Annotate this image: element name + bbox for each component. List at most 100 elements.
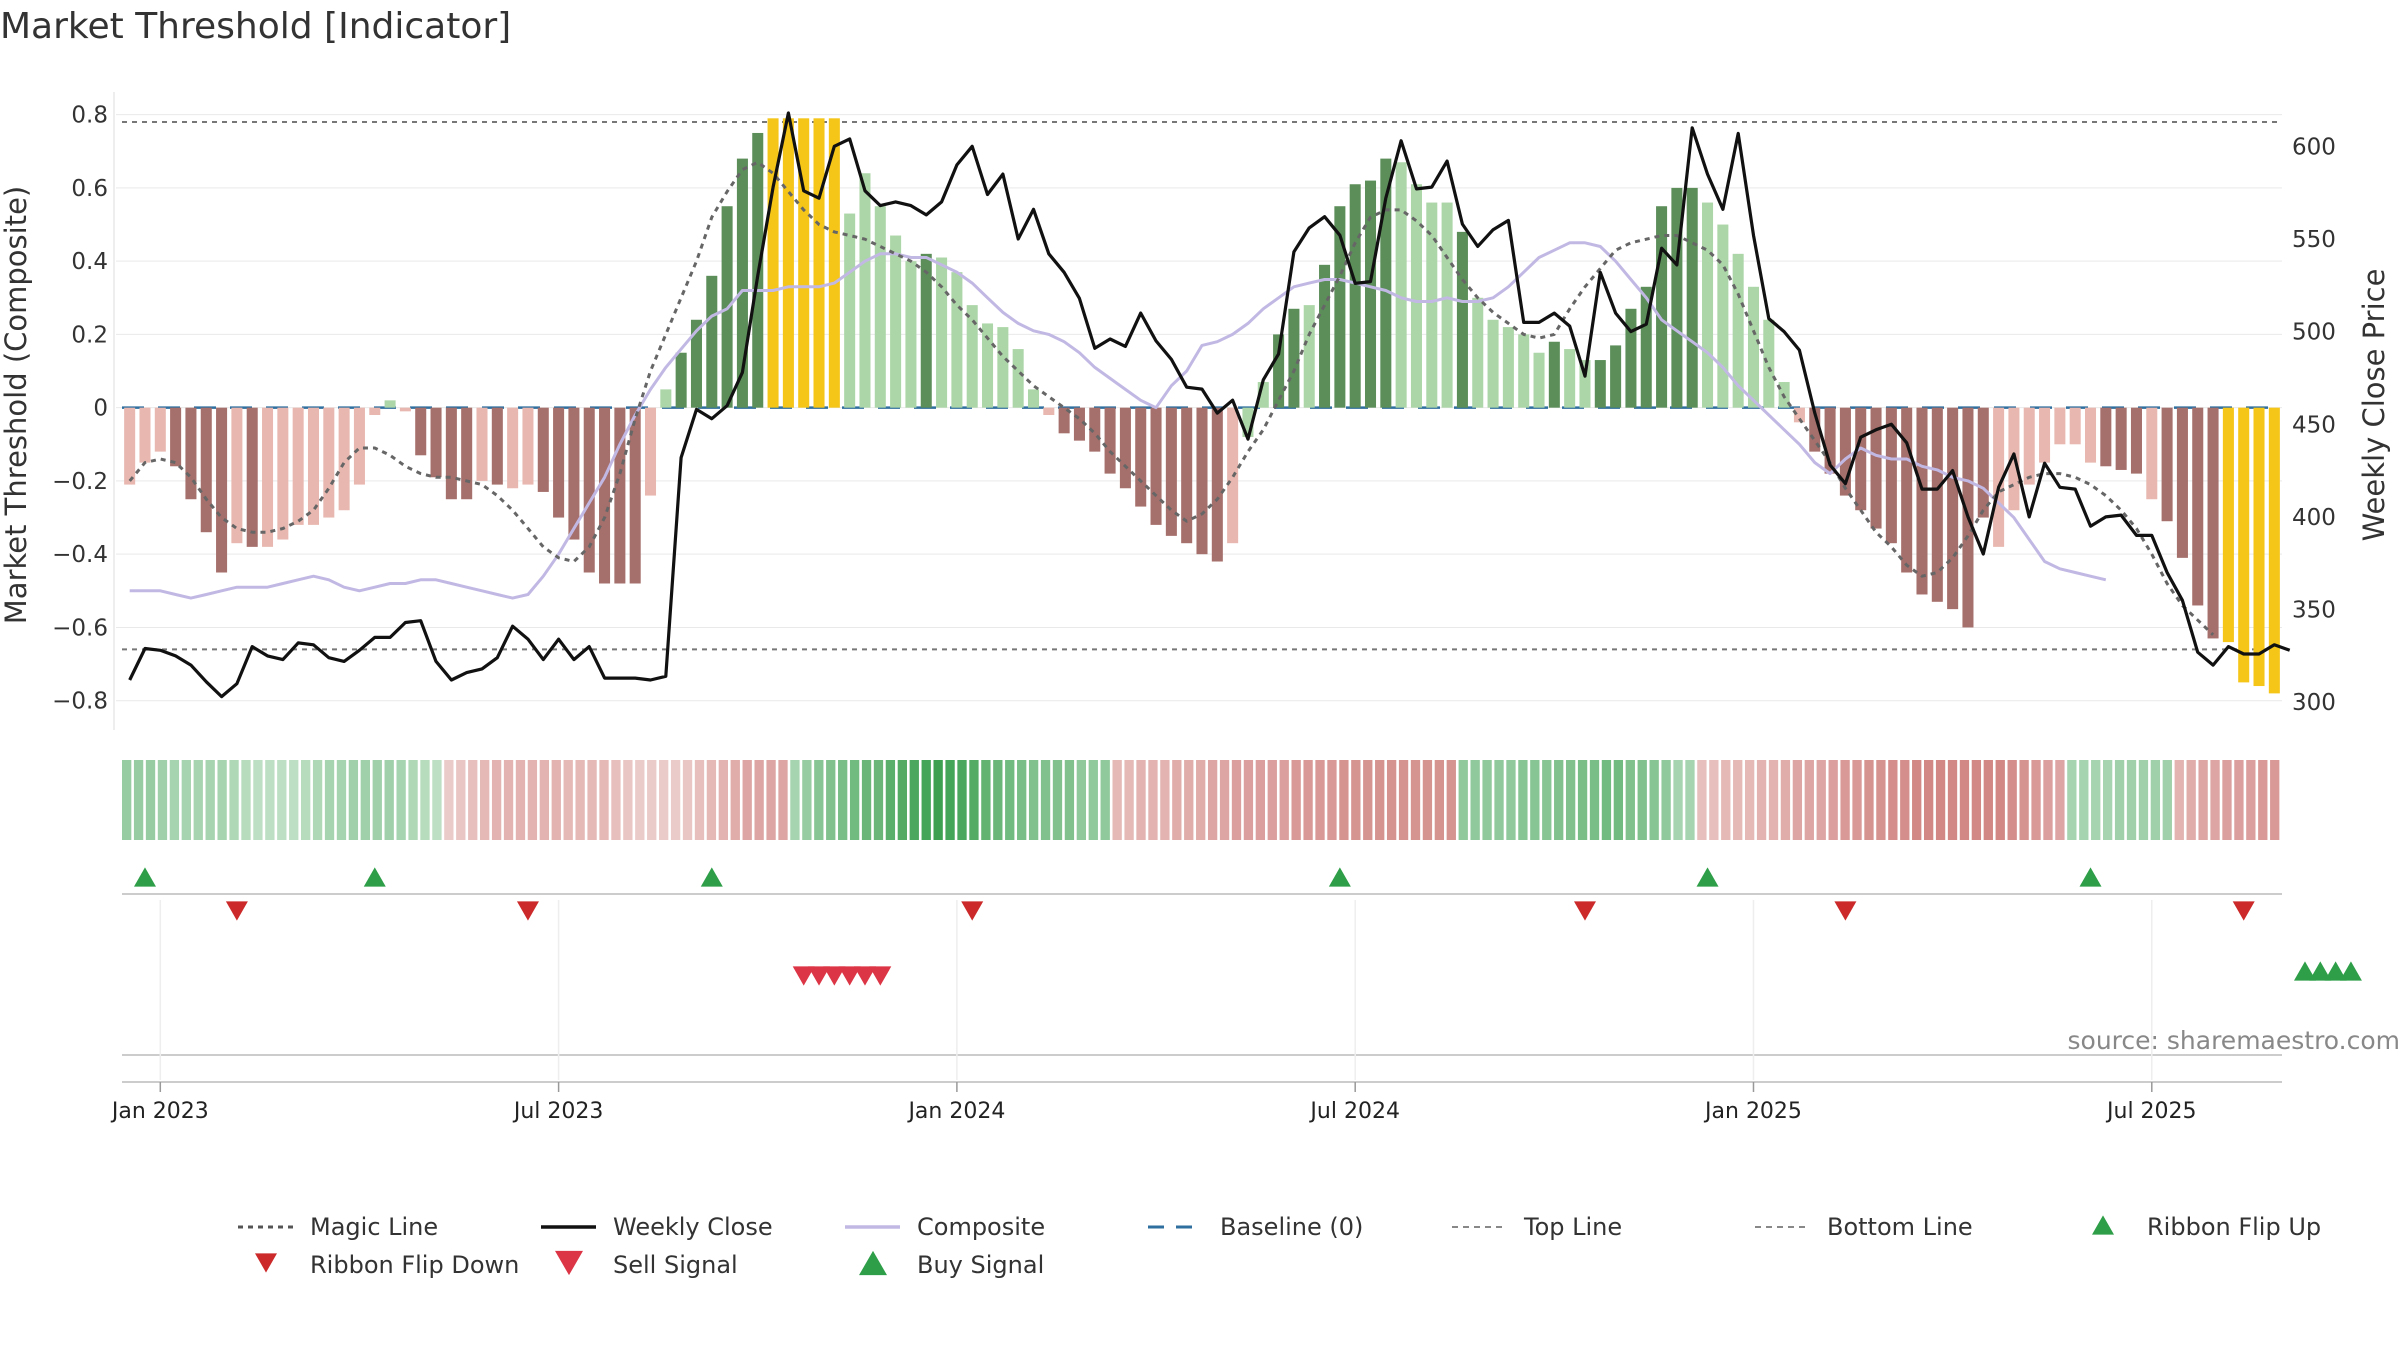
- composite-bar: [415, 407, 427, 456]
- ribbon-cell: [1279, 760, 1289, 840]
- ribbon-cell: [635, 760, 645, 840]
- ribbon-cell: [1052, 760, 1063, 840]
- legend-item: Bottom Line: [1755, 1213, 1973, 1241]
- ribbon-cell: [432, 760, 442, 840]
- ribbon-cell: [2174, 760, 2184, 840]
- ribbon-cell: [348, 760, 359, 840]
- y2-tick-label: 600: [2292, 134, 2336, 160]
- ribbon-cell: [372, 760, 382, 840]
- ribbon-cell: [957, 760, 967, 840]
- composite-bar: [1334, 206, 1346, 408]
- composite-bar: [1472, 297, 1484, 408]
- ribbon-cell: [396, 760, 406, 840]
- legend-item: Ribbon Flip Down: [255, 1251, 519, 1279]
- ribbon-cell: [730, 760, 740, 840]
- ribbon-cell: [456, 760, 466, 840]
- ribbon-cell: [1136, 760, 1146, 840]
- legend-item: Buy Signal: [859, 1250, 1044, 1279]
- composite-bar: [537, 407, 549, 492]
- composite-bar: [1273, 334, 1285, 408]
- composite-bar: [1579, 360, 1591, 408]
- buy-signal-marker: [2309, 961, 2332, 981]
- ribbon-cell: [1721, 760, 1731, 840]
- composite-bar: [1548, 341, 1560, 408]
- ribbon-cell: [1386, 760, 1397, 840]
- ribbon-flip-up-marker: [1328, 867, 1351, 887]
- ribbon-cell: [826, 760, 836, 840]
- ribbon-flip-down-marker: [225, 901, 248, 921]
- ribbon-cell: [1458, 760, 1468, 840]
- ribbon-cell: [814, 760, 824, 840]
- ribbon-cell: [2138, 760, 2149, 840]
- composite-bar: [1702, 202, 1714, 408]
- composite-bar: [307, 407, 320, 525]
- ribbon-cell: [1530, 760, 1540, 840]
- y-tick-label: −0.6: [52, 615, 108, 641]
- y-tick-label: 0.8: [71, 103, 108, 129]
- y2-axis-label: Weekly Close Price: [2357, 269, 2391, 542]
- composite-bar: [1242, 407, 1254, 437]
- y2-tick-label: 350: [2292, 598, 2336, 624]
- ribbon-cell: [754, 760, 764, 840]
- composite-bar: [1824, 407, 1836, 474]
- ribbon-cell: [1219, 760, 1230, 840]
- ribbon-cell: [1888, 760, 1898, 840]
- ribbon-cell: [1160, 760, 1170, 840]
- composite-bar: [1993, 407, 2005, 547]
- composite-bar: [2100, 407, 2112, 467]
- composite-bar: [200, 407, 212, 533]
- ribbon-cell: [122, 760, 132, 840]
- composite-bar: [568, 407, 580, 540]
- composite-bar: [2192, 407, 2204, 606]
- ribbon-cell: [2186, 760, 2196, 840]
- composite-bar: [813, 118, 825, 408]
- x-tick-label: Jul 2024: [1308, 1099, 1400, 1124]
- ribbon-flip-down-marker: [516, 901, 539, 921]
- ribbon-cell: [1470, 760, 1480, 840]
- ribbon-cell: [1709, 760, 1719, 840]
- composite-bar: [1686, 187, 1698, 408]
- ribbon-cell: [2055, 760, 2065, 840]
- ribbon-cell: [2043, 760, 2053, 840]
- x-axis: Jan 2023 Jul 2023 Jan 2024 Jul 2024 Jan 2025…: [110, 900, 2282, 1124]
- ribbon-cell: [312, 760, 323, 840]
- composite-bar: [583, 407, 595, 573]
- ribbon-cell: [2222, 760, 2232, 840]
- sell-signal-marker: [853, 966, 876, 986]
- ribbon-cell: [1613, 760, 1624, 840]
- composite-bar: [1211, 407, 1223, 562]
- ribbon-cell: [551, 760, 561, 840]
- composite-bar: [476, 407, 488, 481]
- ribbon-cell: [193, 760, 203, 840]
- ribbon-cell: [694, 760, 705, 840]
- ribbon-cell: [301, 760, 311, 840]
- composite-bar: [323, 407, 335, 518]
- composite-bar: [706, 275, 718, 408]
- ribbon-cell: [1231, 760, 1242, 840]
- ribbon-cell: [1995, 760, 2005, 840]
- composite-bar: [399, 407, 411, 412]
- composite-bar: [2039, 407, 2051, 463]
- legend-swatch: [255, 1253, 277, 1273]
- ribbon-cell: [2258, 760, 2268, 840]
- composite-bar: [1319, 264, 1331, 408]
- composite-bar: [1073, 407, 1085, 441]
- composite-bar: [844, 213, 856, 408]
- ribbon-cell: [981, 760, 991, 840]
- composite-bar: [216, 407, 228, 573]
- composite-bar: [1671, 187, 1683, 408]
- composite-bar: [292, 407, 304, 525]
- composite-bar: [1916, 407, 1928, 595]
- composite-bar: [231, 407, 243, 544]
- ribbon-cell: [503, 760, 514, 840]
- composite-bar: [1426, 202, 1438, 408]
- composite-bar: [338, 407, 350, 511]
- ribbon-cell: [1422, 760, 1433, 840]
- ribbon-cell: [253, 760, 263, 840]
- y-tick-label: 0.4: [71, 249, 108, 275]
- ribbon-cell: [2270, 760, 2280, 840]
- ribbon-cell: [181, 760, 191, 840]
- ribbon-cell: [1267, 760, 1277, 840]
- composite-bar: [553, 407, 565, 518]
- composite-bar: [1410, 184, 1422, 408]
